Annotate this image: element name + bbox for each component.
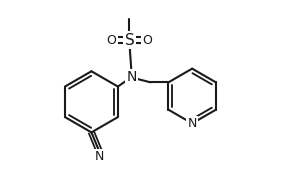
Text: S: S [125, 33, 134, 48]
Text: O: O [143, 34, 152, 47]
Text: N: N [95, 150, 105, 163]
Text: N: N [187, 117, 197, 130]
Text: N: N [126, 70, 137, 84]
Text: O: O [106, 34, 116, 47]
